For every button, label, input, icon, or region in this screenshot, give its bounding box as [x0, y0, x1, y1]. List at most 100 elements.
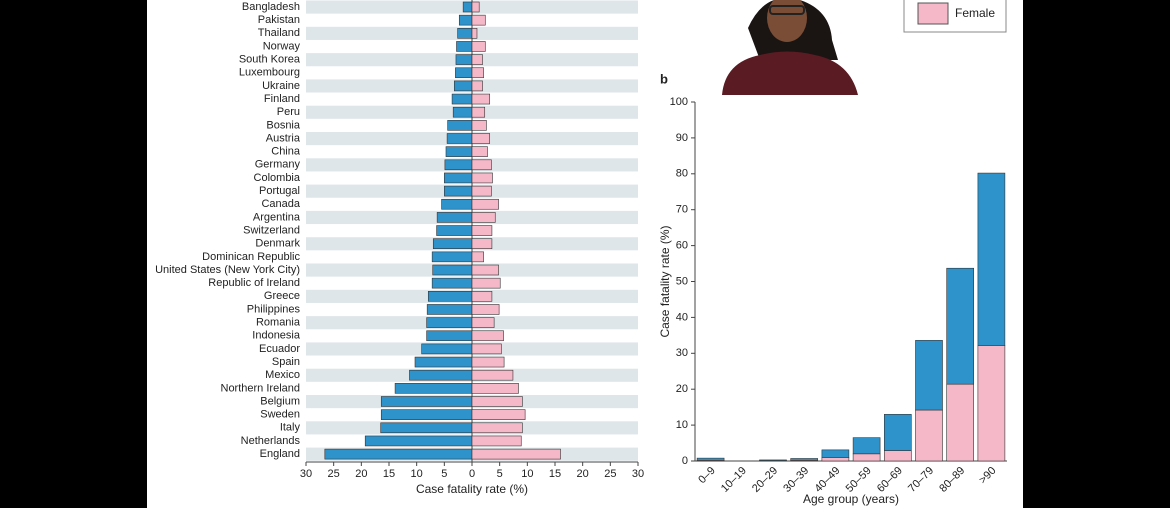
bar: [452, 106, 473, 118]
x-tick-label: 15: [549, 468, 561, 480]
bar-segment: [821, 449, 850, 458]
y-tick-label: 100: [670, 96, 688, 108]
bar: [444, 185, 473, 197]
bar-segment: [790, 458, 819, 461]
bar: [451, 93, 473, 105]
bar: [453, 80, 473, 92]
category-label: Peru: [277, 106, 300, 118]
legend-label: Female: [955, 6, 995, 20]
bar-segment: [852, 437, 881, 455]
bar-segment: [696, 457, 725, 461]
category-label: United States (New York City): [155, 264, 300, 276]
bar: [471, 369, 514, 381]
bar-segment: [883, 450, 912, 462]
x-tick-label: 15: [383, 468, 395, 480]
bar: [471, 93, 491, 105]
bar: [471, 238, 493, 249]
bar: [471, 396, 523, 407]
bar: [426, 304, 473, 315]
bar: [426, 317, 473, 328]
bar: [471, 1, 480, 13]
bar-segment: [915, 409, 943, 462]
category-label: Denmark: [255, 238, 300, 250]
category-label: Norway: [263, 40, 301, 52]
bar-segment: [946, 267, 975, 385]
bar: [471, 448, 561, 460]
bar: [471, 14, 486, 26]
category-label: Bangladesh: [242, 1, 300, 13]
category-label: Switzerland: [243, 224, 300, 236]
bar: [380, 422, 473, 434]
category-label: Belgium: [260, 395, 300, 407]
bar: [436, 212, 473, 223]
bar: [471, 304, 500, 315]
x-tick-label: 20: [577, 468, 589, 480]
bar: [471, 225, 493, 236]
bar: [471, 27, 478, 39]
bar: [457, 27, 473, 39]
bar: [471, 251, 484, 263]
bar-segment: [852, 453, 881, 462]
y-axis-label: Case fatality rate (%): [658, 225, 672, 337]
category-label: Mexico: [265, 369, 300, 381]
x-axis-label: Age group (years): [803, 492, 899, 506]
bar: [414, 356, 473, 368]
bar: [421, 343, 473, 355]
bar: [380, 396, 473, 407]
x-tick-label: 25: [604, 468, 616, 480]
y-tick-label: 20: [676, 383, 688, 395]
category-label: Germany: [255, 159, 301, 171]
category-label: Romania: [256, 317, 301, 329]
bar: [471, 67, 484, 79]
bar: [471, 185, 492, 197]
category-label: Colombia: [254, 172, 301, 184]
bar: [431, 277, 473, 289]
x-tick-label: 10: [411, 468, 423, 480]
category-label: Spain: [272, 356, 300, 368]
category-label: Dominican Republic: [202, 251, 300, 263]
bar: [444, 159, 473, 171]
bar-segment: [915, 340, 943, 411]
category-label: Luxembourg: [239, 67, 300, 79]
bar: [409, 369, 473, 381]
bar: [394, 383, 473, 394]
x-tick-label: 30: [632, 468, 644, 480]
bar: [380, 409, 473, 420]
x-tick-label: 5: [441, 468, 447, 480]
category-label: Ukraine: [262, 80, 300, 92]
bar: [427, 290, 473, 302]
bar-segment: [883, 414, 912, 451]
x-tick-label: 30: [300, 468, 312, 480]
bar: [441, 198, 473, 210]
bar: [471, 317, 495, 328]
bar: [471, 146, 488, 157]
category-label: Thailand: [258, 27, 300, 39]
y-tick-label: 50: [676, 275, 688, 287]
y-tick-label: 0: [682, 455, 688, 467]
y-tick-label: 30: [676, 347, 688, 359]
bar: [455, 54, 473, 65]
category-label: Greece: [264, 290, 300, 302]
bar: [455, 67, 473, 79]
category-label: Pakistan: [258, 14, 300, 26]
bar: [471, 106, 486, 118]
bar: [471, 41, 486, 52]
bar: [471, 54, 483, 65]
bar: [471, 264, 499, 276]
bar: [432, 238, 473, 249]
x-tick-label: 0: [469, 468, 475, 480]
y-tick-label: 40: [676, 311, 688, 323]
x-tick-label: 20: [355, 468, 367, 480]
bar: [471, 212, 496, 223]
category-label: Bosnia: [266, 119, 301, 131]
category-label: Ecuador: [259, 343, 300, 355]
bar: [324, 448, 473, 460]
category-label: Republic of Ireland: [208, 277, 300, 289]
bar: [471, 80, 483, 92]
bar: [471, 198, 499, 210]
bar: [444, 172, 473, 184]
category-label: Northern Ireland: [221, 382, 301, 394]
category-label: England: [260, 448, 300, 460]
